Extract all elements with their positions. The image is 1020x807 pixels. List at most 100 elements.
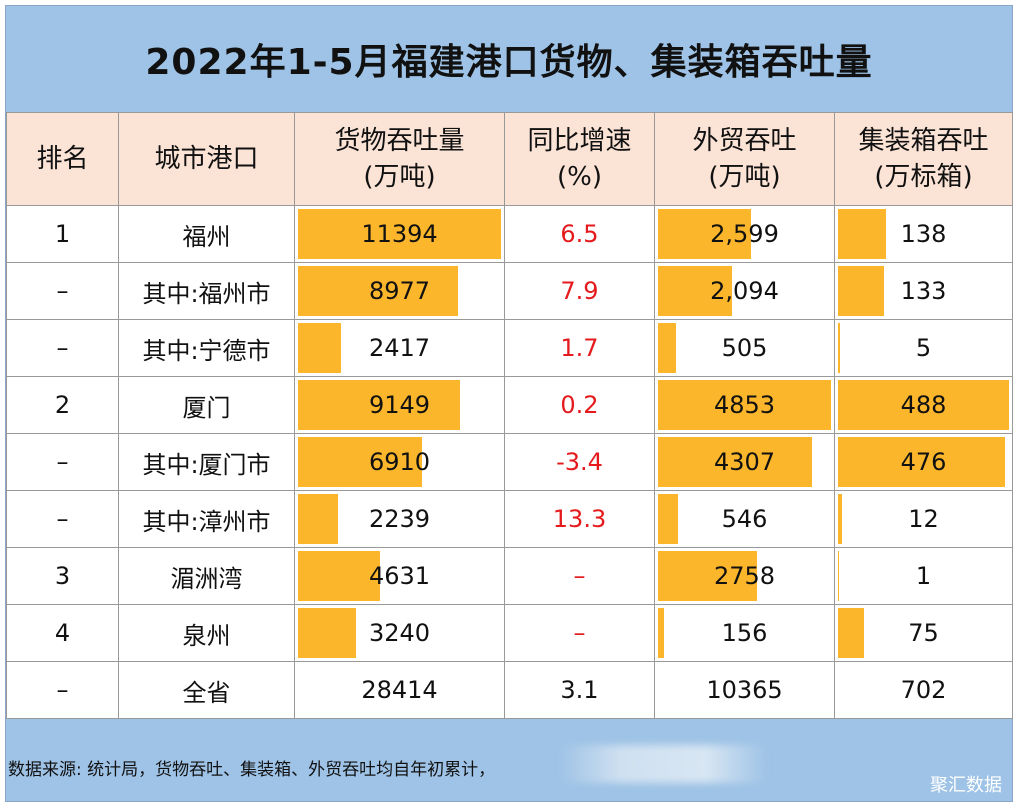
cell-rank-value: – — [56, 505, 69, 533]
cell-container-value: 1 — [915, 562, 932, 590]
brand-watermark: 聚汇数据 — [930, 775, 1002, 796]
cell-growth: -3.4 — [504, 433, 655, 491]
cell-cargo-databar — [298, 209, 501, 259]
cell-foreign-databar — [658, 266, 733, 316]
cell-rank-value: – — [56, 448, 69, 476]
cell-cargo-databar — [298, 551, 381, 601]
cell-foreign-value: 4307 — [713, 448, 776, 476]
cell-port: 厦门 — [118, 376, 295, 434]
cell-growth-value: – — [573, 562, 586, 590]
cell-cargo: 4631 — [294, 547, 505, 605]
cell-cargo-value: 6910 — [368, 448, 431, 476]
table-row: – 其中:厦门市 6910 -3.4 4307 476 — [6, 433, 1013, 491]
cell-foreign-databar — [658, 437, 812, 487]
cell-growth: 13.3 — [504, 490, 655, 548]
cell-rank-value: – — [56, 676, 69, 704]
cell-growth: 6.5 — [504, 205, 655, 263]
cell-container: 5 — [834, 319, 1013, 377]
table-row: 3 湄洲湾 4631 – 2758 1 — [6, 547, 1013, 605]
cell-port-value: 其中:福州市 — [142, 279, 271, 308]
cell-cargo: 2239 — [294, 490, 505, 548]
cell-cargo: 11394 — [294, 205, 505, 263]
cell-rank: – — [6, 262, 119, 320]
cell-foreign-value: 4853 — [713, 391, 776, 419]
table-row: – 其中:漳州市 2239 13.3 546 12 — [6, 490, 1013, 548]
table-header-row: 排名 城市港口 货物吞吐量 (万吨) 同比增速 (%) 外贸吞吐 (万吨) 集装箱吞吐… — [6, 112, 1013, 206]
cell-foreign: 156 — [654, 604, 835, 662]
cell-foreign: 2758 — [654, 547, 835, 605]
cell-container-value: 12 — [908, 505, 939, 533]
header-port-label: 城市港口 — [154, 144, 259, 174]
cell-foreign: 10365 — [654, 661, 835, 719]
cell-cargo-databar — [298, 437, 422, 487]
title-bar: 2022年1-5月福建港口货物、集装箱吞吐量 — [6, 6, 1012, 112]
cell-cargo: 6910 — [294, 433, 505, 491]
header-foreign-label: 外贸吞吐 — [692, 126, 797, 156]
cell-container-value: 476 — [900, 448, 947, 476]
cell-rank: – — [6, 661, 119, 719]
cell-rank-value: 2 — [54, 391, 71, 419]
cell-port: 福州 — [118, 205, 295, 263]
page-title: 2022年1-5月福建港口货物、集装箱吞吐量 — [145, 42, 873, 83]
cell-growth: – — [504, 604, 655, 662]
footer: 数据来源: 统计局，货物吞吐、集装箱、外贸吞吐均自年初累计， 聚汇数据 — [6, 715, 1012, 801]
cell-rank: 3 — [6, 547, 119, 605]
cell-cargo-databar — [298, 494, 338, 544]
cell-growth: 0.2 — [504, 376, 655, 434]
cell-container: 1 — [834, 547, 1013, 605]
header-rank-label: 排名 — [36, 144, 89, 174]
header-growth: 同比增速 (%) — [504, 112, 655, 206]
cell-port-value: 其中:宁德市 — [142, 336, 271, 365]
table-row: – 其中:福州市 8977 7.9 2,094 133 — [6, 262, 1013, 320]
header-cargo-unit: (万吨) — [363, 162, 436, 192]
cell-foreign-databar — [658, 551, 757, 601]
cell-foreign-databar — [658, 380, 831, 430]
cell-port: 其中:漳州市 — [118, 490, 295, 548]
cell-container-databar — [838, 266, 885, 316]
cell-container-value: 5 — [915, 334, 932, 362]
cell-container-databar — [838, 608, 865, 658]
header-foreign: 外贸吞吐 (万吨) — [654, 112, 835, 206]
cell-cargo-value: 2239 — [368, 505, 431, 533]
cell-port: 全省 — [118, 661, 295, 719]
cell-cargo-value: 9149 — [368, 391, 431, 419]
cell-rank-value: 3 — [54, 562, 71, 590]
cell-foreign: 2,094 — [654, 262, 835, 320]
cell-foreign-databar — [658, 494, 678, 544]
header-growth-unit: (%) — [557, 162, 602, 192]
cell-cargo-databar — [298, 608, 356, 658]
cell-foreign-value: 2,094 — [710, 277, 779, 305]
table-row: 2 厦门 9149 0.2 4853 488 — [6, 376, 1013, 434]
cell-cargo-value: 28414 — [361, 676, 438, 704]
header-rank: 排名 — [6, 112, 119, 206]
cell-growth-value: 13.3 — [552, 505, 607, 533]
header-cargo: 货物吞吐量 (万吨) — [294, 112, 505, 206]
cell-growth-value: 0.2 — [560, 391, 599, 419]
cell-rank: – — [6, 433, 119, 491]
cell-container-value: 133 — [900, 277, 947, 305]
cell-port-value: 湄洲湾 — [170, 564, 243, 593]
cell-growth-value: 6.5 — [560, 220, 599, 248]
cell-cargo-value: 11394 — [361, 220, 438, 248]
header-container-label: 集装箱吞吐 — [858, 126, 989, 156]
cell-cargo: 9149 — [294, 376, 505, 434]
cell-container: 75 — [834, 604, 1013, 662]
cell-foreign: 4307 — [654, 433, 835, 491]
cell-port-value: 其中:漳州市 — [142, 507, 271, 536]
cell-rank-value: – — [56, 334, 69, 362]
cell-foreign-value: 10365 — [706, 676, 783, 704]
table-row: 1 福州 11394 6.5 2,599 138 — [6, 205, 1013, 263]
data-source-note: 数据来源: 统计局，货物吞吐、集装箱、外贸吞吐均自年初累计， — [8, 760, 496, 780]
cell-port: 泉州 — [118, 604, 295, 662]
cell-cargo-databar — [298, 266, 459, 316]
cell-growth: 7.9 — [504, 262, 655, 320]
cell-container-value: 702 — [900, 676, 947, 704]
cell-rank-value: 4 — [54, 619, 71, 647]
cell-container-databar — [838, 380, 1009, 430]
cell-cargo: 28414 — [294, 661, 505, 719]
cell-foreign: 2,599 — [654, 205, 835, 263]
cell-foreign-value: 505 — [721, 334, 768, 362]
table-row: – 全省 28414 3.1 10365 702 — [6, 661, 1013, 719]
cell-cargo-value: 2417 — [368, 334, 431, 362]
cell-cargo-value: 3240 — [368, 619, 431, 647]
